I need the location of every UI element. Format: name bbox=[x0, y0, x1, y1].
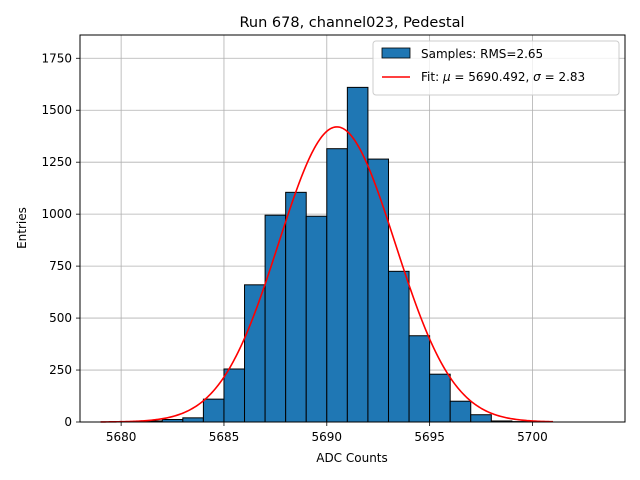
x-tick-label: 5680 bbox=[106, 430, 137, 444]
legend-samples-swatch bbox=[381, 47, 411, 59]
histogram-bar bbox=[305, 215, 328, 423]
plot-frame bbox=[79, 34, 626, 423]
histogram-bars bbox=[120, 86, 533, 423]
x-axis-ticks: 5680 5685 5690 5695 5700 bbox=[106, 422, 548, 444]
y-tick-label: 1500 bbox=[41, 103, 72, 117]
y-tick-label: 0 bbox=[64, 415, 72, 429]
histogram-bar bbox=[449, 400, 472, 423]
histogram-bar bbox=[367, 158, 389, 423]
histogram-bar bbox=[470, 414, 492, 423]
histogram-bar bbox=[429, 373, 451, 423]
histogram-bar bbox=[244, 284, 266, 423]
x-tick-label: 5695 bbox=[414, 430, 445, 444]
histogram-bar bbox=[202, 398, 225, 423]
legend: Samples: RMS=2.65 Fit: μ = 5690.492, σ =… bbox=[372, 40, 620, 96]
fit-curve bbox=[100, 126, 554, 423]
histogram-bar bbox=[264, 214, 287, 423]
histogram-bar bbox=[326, 148, 348, 423]
histogram-bar bbox=[223, 368, 246, 423]
y-axis-ticks: 0 250 500 750 1000 1250 1500 1750 bbox=[41, 51, 80, 429]
x-tick-label: 5690 bbox=[312, 430, 343, 444]
histogram-bar bbox=[346, 86, 369, 423]
y-tick-label: 750 bbox=[49, 259, 72, 273]
y-tick-label: 1250 bbox=[41, 155, 72, 169]
y-tick-label: 1000 bbox=[41, 207, 72, 221]
y-tick-label: 1750 bbox=[41, 51, 72, 65]
x-tick-label: 5700 bbox=[517, 430, 548, 444]
x-axis-label: ADC Counts bbox=[316, 451, 388, 465]
y-axis-label: Entries bbox=[15, 207, 29, 249]
legend-fit-label: Fit: μ = 5690.492, σ = 2.83 bbox=[421, 70, 585, 84]
histogram-bar bbox=[408, 335, 431, 423]
histogram-bar bbox=[387, 270, 410, 423]
x-tick-label: 5685 bbox=[209, 430, 240, 444]
legend-samples-label: Samples: RMS=2.65 bbox=[421, 47, 543, 61]
legend-box bbox=[372, 40, 620, 96]
y-tick-label: 250 bbox=[49, 363, 72, 377]
y-tick-label: 500 bbox=[49, 311, 72, 325]
histogram-bar bbox=[182, 417, 204, 423]
chart-title: Run 678, channel023, Pedestal bbox=[239, 15, 464, 31]
histogram-bar bbox=[285, 191, 307, 423]
